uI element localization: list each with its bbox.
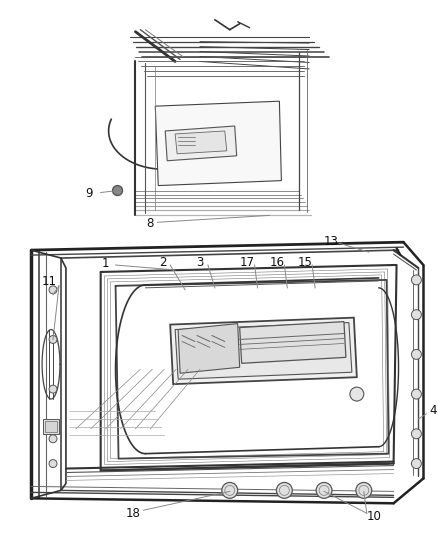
Text: 3: 3 <box>196 255 204 269</box>
Circle shape <box>411 350 421 359</box>
Circle shape <box>49 335 57 343</box>
Text: 8: 8 <box>147 217 154 230</box>
Text: 4: 4 <box>430 405 437 417</box>
Circle shape <box>49 435 57 443</box>
Circle shape <box>49 459 57 467</box>
Text: 10: 10 <box>366 510 381 523</box>
Circle shape <box>356 482 372 498</box>
Polygon shape <box>165 126 237 161</box>
Polygon shape <box>175 131 227 154</box>
Text: 18: 18 <box>126 507 141 520</box>
Polygon shape <box>175 322 352 379</box>
Polygon shape <box>155 101 281 185</box>
Polygon shape <box>178 324 240 373</box>
Polygon shape <box>45 421 57 432</box>
Text: 1: 1 <box>102 256 110 270</box>
Text: 2: 2 <box>159 255 167 269</box>
Circle shape <box>350 387 364 401</box>
Polygon shape <box>43 419 59 434</box>
Text: 9: 9 <box>85 187 92 200</box>
Circle shape <box>411 389 421 399</box>
Circle shape <box>411 458 421 469</box>
Circle shape <box>411 275 421 285</box>
Circle shape <box>276 482 292 498</box>
Text: 15: 15 <box>298 255 313 269</box>
Circle shape <box>316 482 332 498</box>
Polygon shape <box>170 318 357 384</box>
Circle shape <box>49 286 57 294</box>
Circle shape <box>222 482 238 498</box>
Text: 11: 11 <box>42 276 57 288</box>
Text: 17: 17 <box>240 255 255 269</box>
Circle shape <box>411 429 421 439</box>
Circle shape <box>113 185 123 196</box>
Text: 13: 13 <box>324 235 339 248</box>
Polygon shape <box>240 321 346 364</box>
Circle shape <box>49 385 57 393</box>
Circle shape <box>411 310 421 320</box>
Text: 16: 16 <box>270 255 285 269</box>
